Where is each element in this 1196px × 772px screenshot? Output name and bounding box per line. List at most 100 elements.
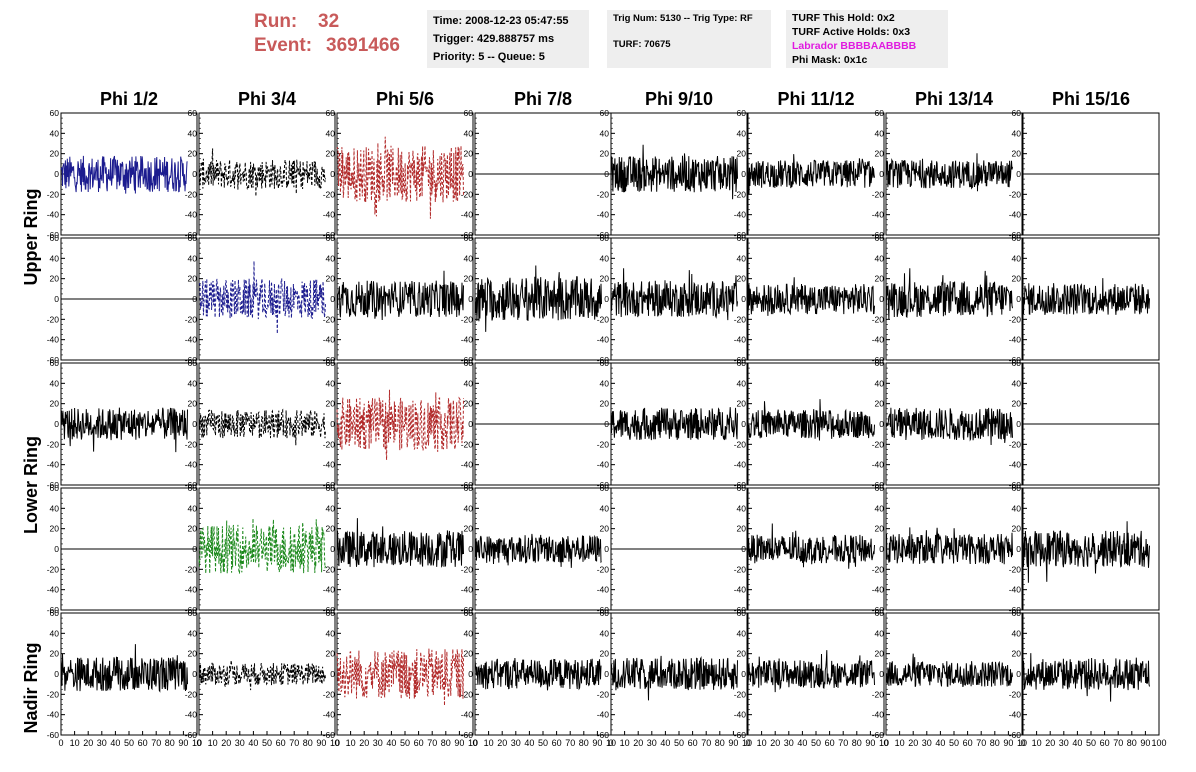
y-tick-label: -60: [47, 605, 60, 615]
run-value: 32: [318, 11, 340, 32]
y-tick-label: -20: [1009, 689, 1022, 699]
y-tick-label: 0: [879, 294, 884, 304]
y-tick-label: 20: [600, 149, 610, 159]
y-tick-label: -60: [1009, 730, 1022, 740]
x-tick-label: 10: [192, 738, 202, 748]
y-tick-label: 0: [1016, 294, 1021, 304]
waveform-trace: [885, 407, 1013, 446]
y-tick-label: -40: [323, 710, 336, 720]
y-tick-label: -20: [734, 314, 747, 324]
y-tick-label: -20: [597, 564, 610, 574]
y-tick-label: -60: [872, 355, 885, 365]
x-tick-label: 50: [124, 738, 134, 748]
x-tick-label: 70: [427, 738, 437, 748]
y-tick-label: 20: [188, 274, 198, 284]
x-tick-label: 80: [303, 738, 313, 748]
y-tick-label: -20: [461, 314, 474, 324]
x-tick-label: 0: [883, 738, 888, 748]
y-tick-label: 40: [326, 128, 336, 138]
y-tick-label: 20: [875, 274, 885, 284]
column-header: Phi 11/12: [777, 89, 854, 109]
y-tick-label: 20: [875, 649, 885, 659]
y-tick-label: -60: [597, 355, 610, 365]
event-label: Event:: [254, 35, 313, 56]
y-tick-label: 40: [875, 378, 885, 388]
time-trigger-box: Time: 2008-12-23 05:47:55 Trigger: 429.8…: [427, 10, 589, 68]
y-tick-label: -40: [1009, 335, 1022, 345]
y-tick-label: 60: [737, 483, 747, 493]
y-tick-label: 60: [1012, 608, 1022, 618]
y-tick-label: 0: [330, 669, 335, 679]
y-tick-label: 0: [54, 169, 59, 179]
y-tick-label: 20: [464, 149, 474, 159]
y-tick-label: -20: [323, 439, 336, 449]
y-tick-label: -20: [47, 689, 60, 699]
y-tick-label: 40: [875, 503, 885, 513]
y-tick-label: -60: [872, 480, 885, 490]
waveform-trace: [610, 655, 738, 701]
y-tick-label: -20: [872, 314, 885, 324]
waveform-trace: [885, 268, 1013, 323]
x-tick-label: 90: [1140, 738, 1150, 748]
y-tick-label: 40: [464, 253, 474, 263]
y-tick-label: -20: [597, 439, 610, 449]
x-tick-label: 30: [511, 738, 521, 748]
y-tick-label: -40: [461, 710, 474, 720]
y-tick-label: 60: [737, 108, 747, 118]
y-tick-label: -40: [47, 460, 60, 470]
y-tick-label: 40: [1012, 378, 1022, 388]
y-tick-label: 20: [188, 649, 198, 659]
waveform-trace: [1022, 521, 1150, 583]
y-tick-label: 0: [468, 294, 473, 304]
x-tick-label: 30: [922, 738, 932, 748]
y-tick-label: -20: [1009, 439, 1022, 449]
x-tick-label: 0: [472, 738, 477, 748]
waveform-trace: [198, 148, 326, 197]
waveform-trace: [474, 533, 602, 568]
y-tick-label: 40: [1012, 253, 1022, 263]
y-tick-label: 40: [464, 128, 474, 138]
x-tick-label: 10: [757, 738, 767, 748]
y-tick-label: 60: [50, 358, 60, 368]
y-tick-label: 0: [604, 669, 609, 679]
column-header: Phi 3/4: [238, 89, 296, 109]
x-tick-label: 20: [908, 738, 918, 748]
y-tick-label: 20: [600, 399, 610, 409]
y-tick-label: -40: [323, 585, 336, 595]
waveform-trace: [198, 261, 326, 334]
y-tick-label: 60: [1012, 108, 1022, 118]
y-tick-label: 40: [600, 253, 610, 263]
y-tick-label: 40: [50, 128, 60, 138]
y-tick-label: 0: [741, 419, 746, 429]
x-tick-label: 10: [330, 738, 340, 748]
y-tick-label: 20: [1012, 524, 1022, 534]
y-tick-label: 60: [326, 608, 336, 618]
y-tick-label: 40: [188, 253, 198, 263]
y-tick-label: -60: [461, 730, 474, 740]
y-tick-label: -20: [47, 564, 60, 574]
ring-label: Nadir Ring: [21, 642, 41, 733]
x-tick-label: 90: [1003, 738, 1013, 748]
y-tick-label: 0: [741, 669, 746, 679]
y-tick-label: -40: [734, 335, 747, 345]
y-tick-label: 0: [604, 419, 609, 429]
y-tick-label: -60: [185, 355, 198, 365]
y-tick-label: 20: [737, 274, 747, 284]
y-tick-label: 20: [50, 649, 60, 659]
y-tick-label: 20: [737, 399, 747, 409]
x-tick-label: 90: [454, 738, 464, 748]
x-tick-label: 60: [688, 738, 698, 748]
y-tick-label: -20: [323, 189, 336, 199]
y-tick-label: -20: [323, 564, 336, 574]
x-tick-label: 60: [138, 738, 148, 748]
x-tick-label: 40: [797, 738, 807, 748]
y-tick-label: -60: [872, 605, 885, 615]
x-tick-label: 70: [1113, 738, 1123, 748]
run-event-block: Run: 32 Event: 3691466: [254, 10, 400, 58]
x-tick-label: 30: [235, 738, 245, 748]
y-tick-label: -40: [872, 335, 885, 345]
y-tick-label: -40: [185, 335, 198, 345]
y-tick-label: 20: [326, 649, 336, 659]
waveform-trace: [610, 144, 738, 200]
x-tick-label: 80: [579, 738, 589, 748]
